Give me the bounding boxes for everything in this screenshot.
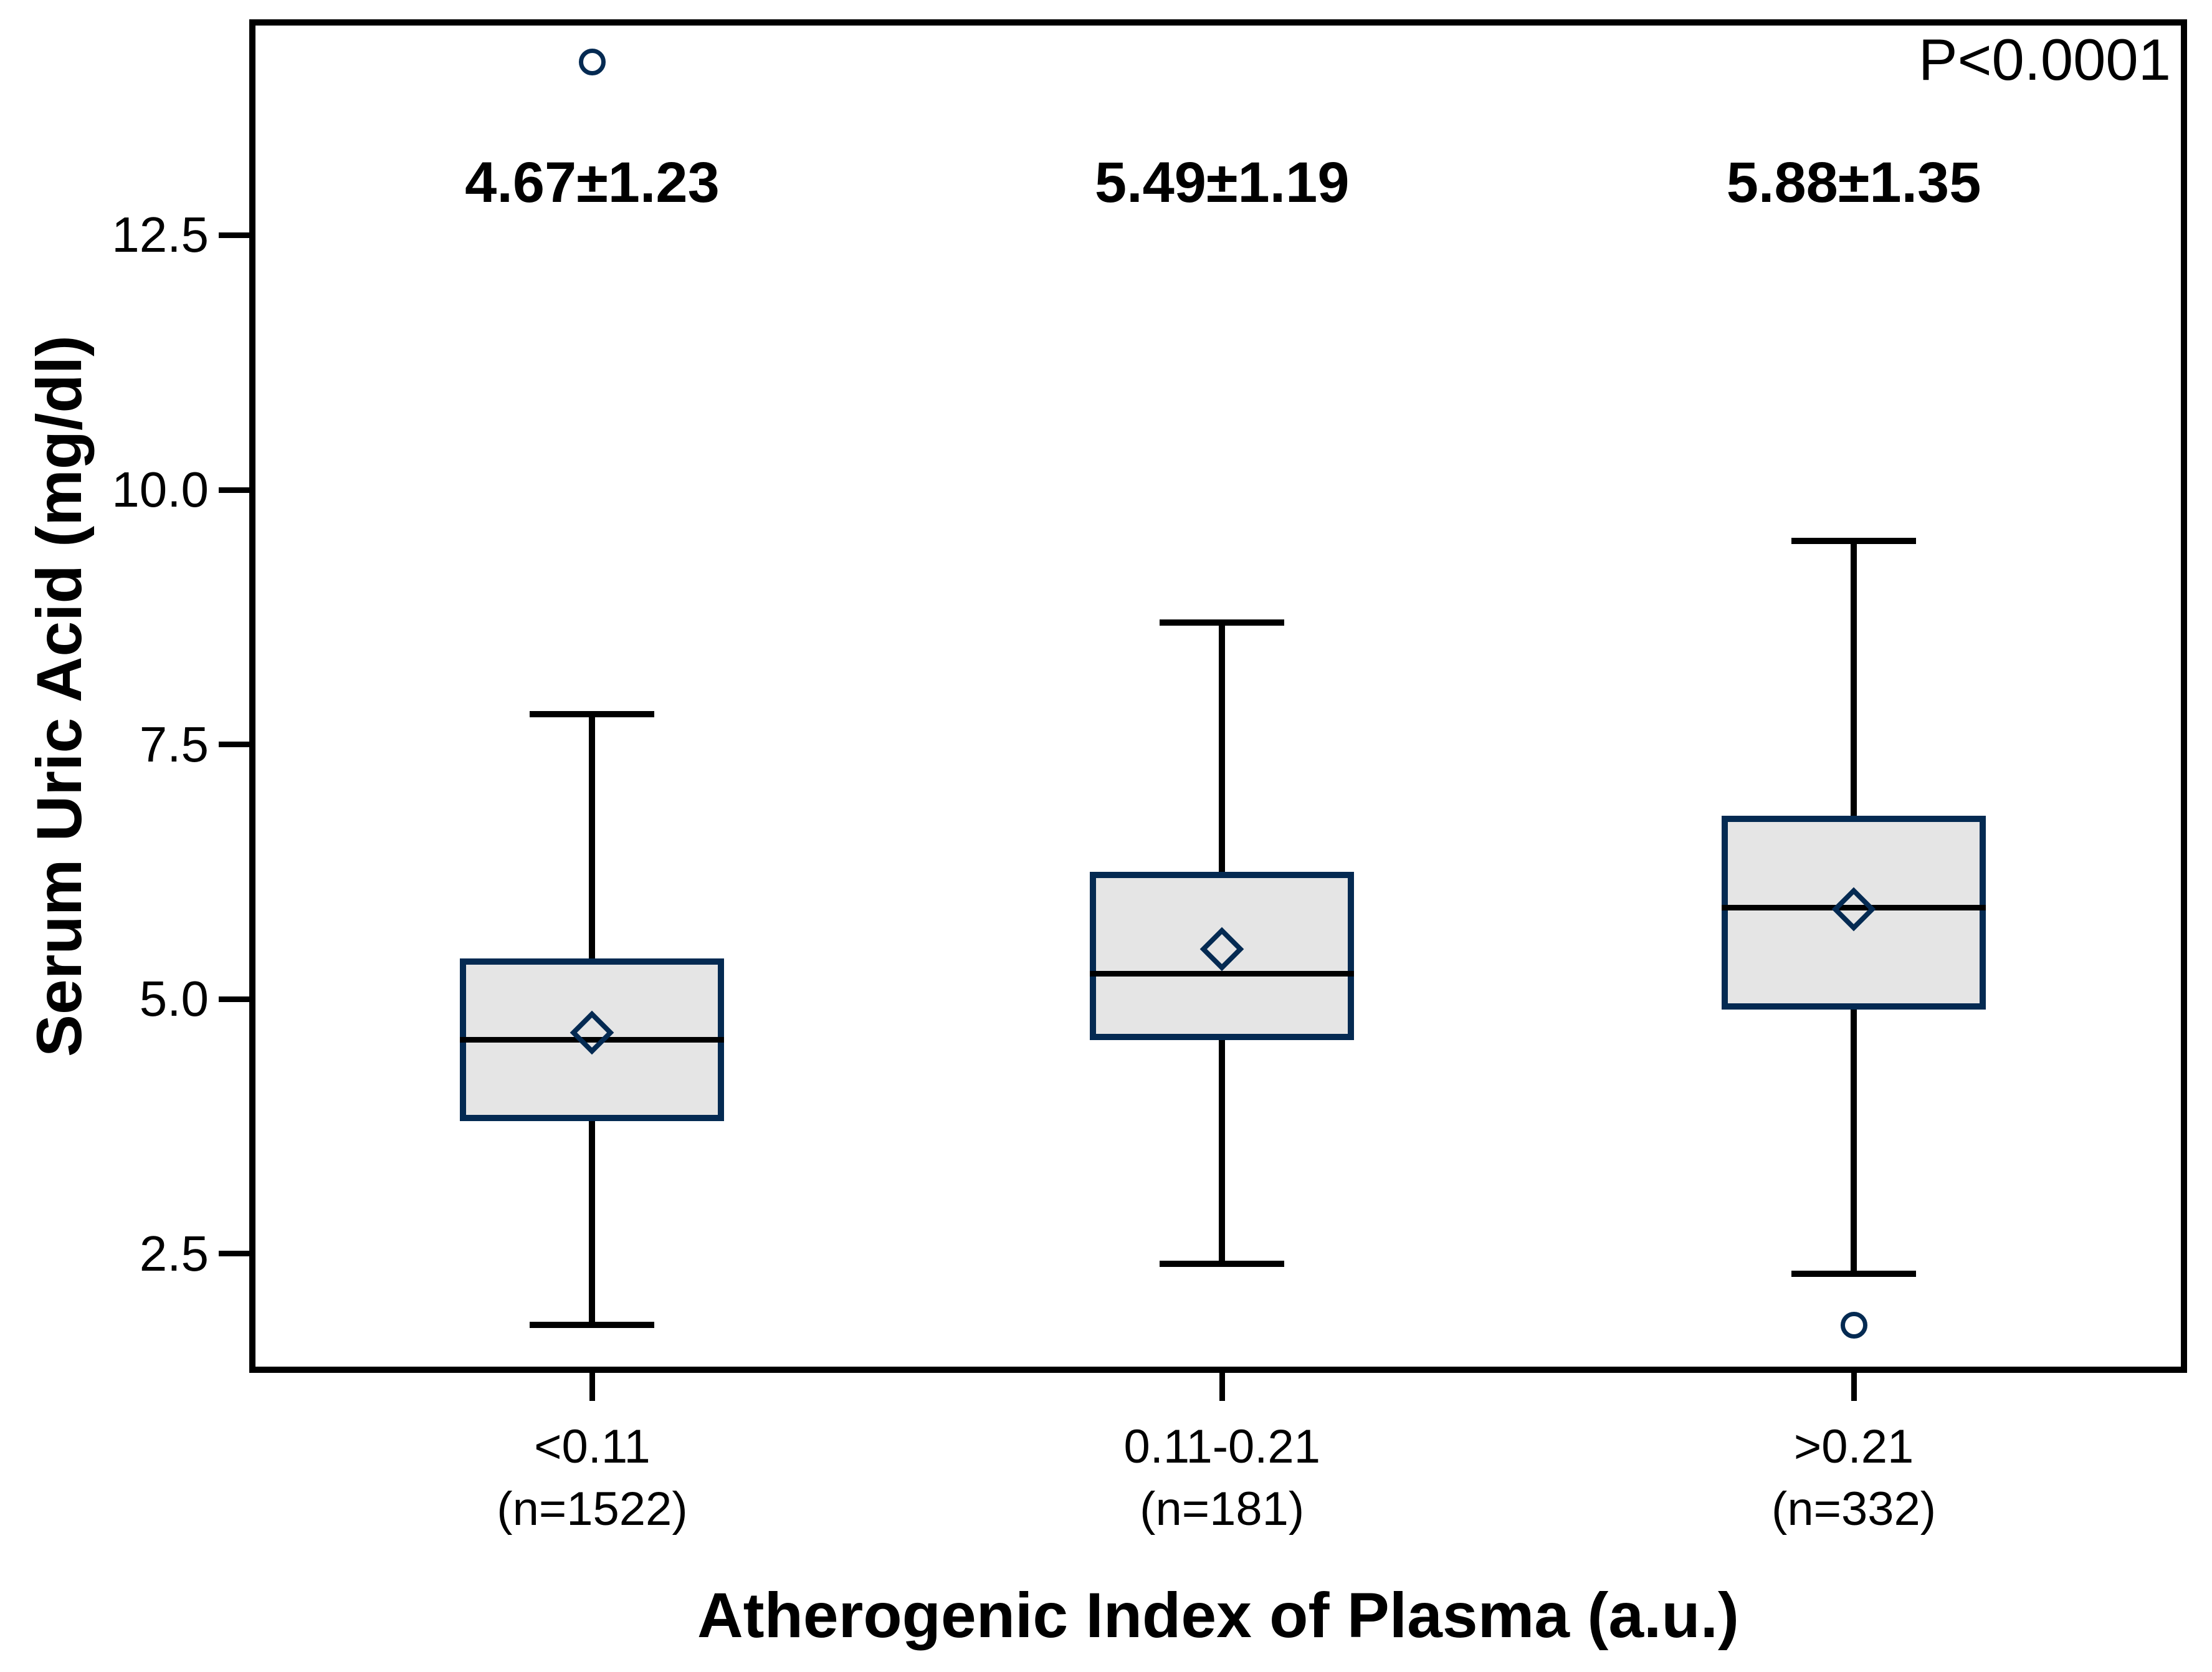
x-axis-category-label: >0.21 (n=332) [1771, 1420, 1937, 1536]
mean-sd-label: 5.49±1.19 [1094, 151, 1350, 214]
x-axis-tick [589, 1373, 595, 1401]
y-axis-tick-label: 7.5 [139, 716, 209, 772]
mean-sd-label: 5.88±1.35 [1726, 151, 1981, 214]
x-axis-category-label: <0.11 (n=1522) [497, 1420, 688, 1536]
whisker-cap-lower [530, 1322, 655, 1329]
mean-sd-label: 4.67±1.23 [465, 151, 720, 214]
whisker-lower [1851, 1009, 1857, 1274]
iqr-box [1722, 816, 1986, 1010]
x-axis-category-label: 0.11-0.21 (n=181) [1123, 1420, 1320, 1536]
x-axis-tick [1851, 1373, 1857, 1401]
whisker-upper [589, 714, 596, 958]
median-line [1090, 970, 1355, 977]
x-axis-tick [1219, 1373, 1225, 1401]
y-axis-tick [219, 1251, 249, 1257]
y-axis-tick [219, 232, 249, 238]
whisker-lower [1219, 1039, 1226, 1264]
whisker-cap-lower [1791, 1271, 1917, 1278]
y-axis-tick [219, 996, 249, 1002]
plot-frame [249, 19, 2187, 1373]
plot-area [249, 19, 2187, 1373]
whisker-cap-upper [530, 710, 655, 717]
iqr-box [1090, 871, 1355, 1040]
outlier-circle [1840, 1311, 1867, 1339]
y-axis-tick-label: 5.0 [139, 971, 209, 1027]
whisker-upper [1219, 622, 1226, 872]
y-axis-tick [219, 487, 249, 493]
median-line [460, 1037, 725, 1043]
outlier-circle [578, 49, 606, 76]
whisker-cap-upper [1791, 537, 1917, 544]
y-axis-tick-label: 12.5 [112, 207, 209, 263]
whisker-cap-lower [1160, 1261, 1285, 1268]
whisker-lower [589, 1121, 596, 1326]
y-axis-tick [219, 742, 249, 748]
y-axis-tick-label: 10.0 [112, 462, 209, 518]
whisker-upper [1851, 540, 1857, 816]
p-value-annotation: P<0.0001 [1918, 27, 2171, 92]
whisker-cap-upper [1160, 619, 1285, 626]
x-axis-title: Atherogenic Index of Plasma (a.u.) [697, 1580, 1739, 1651]
y-axis-tick-label: 2.5 [139, 1225, 209, 1281]
median-line [1722, 904, 1986, 910]
